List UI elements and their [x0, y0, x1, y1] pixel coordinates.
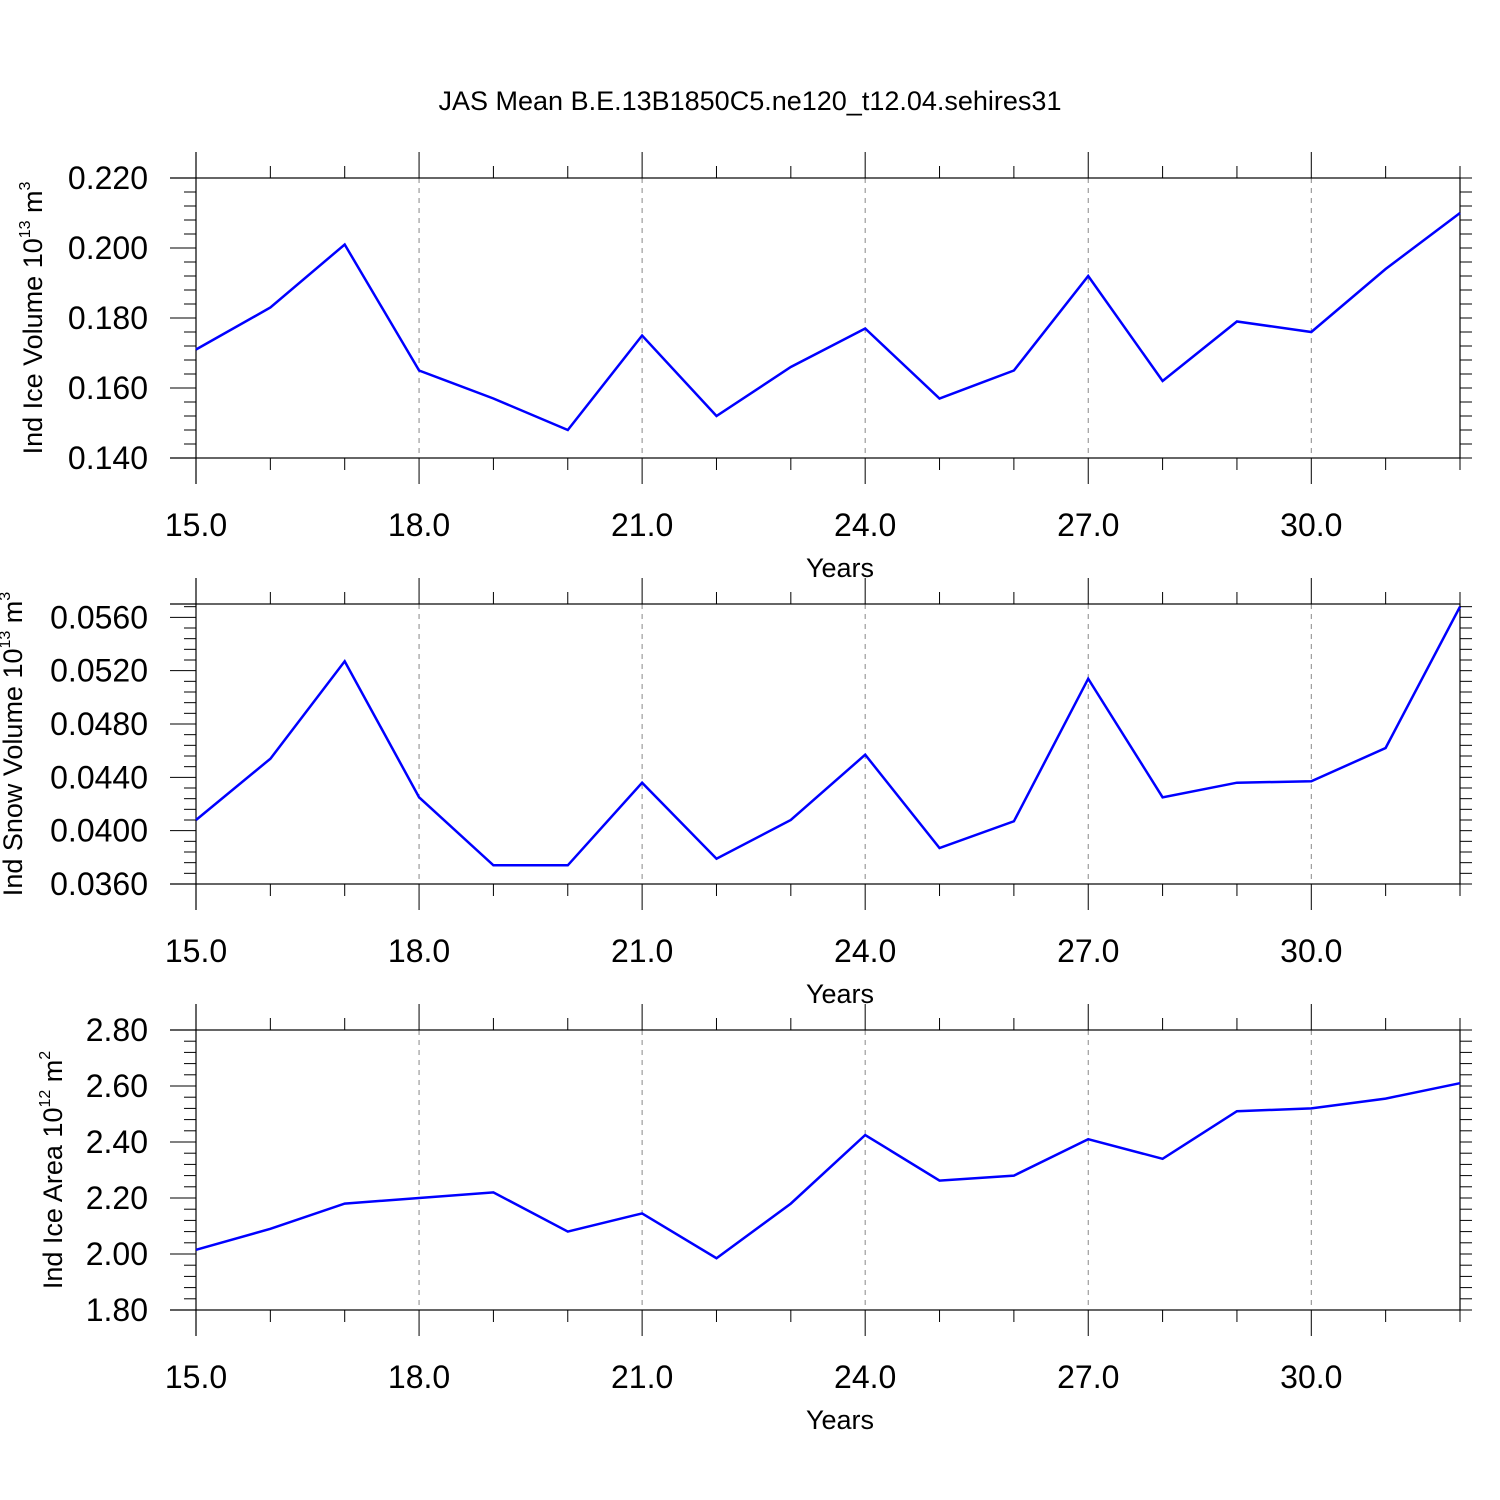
x-tick-label: 24.0 [834, 1359, 896, 1395]
x-tick-label: 15.0 [165, 1359, 227, 1395]
chart-title: JAS Mean B.E.13B1850C5.ne120_t12.04.sehi… [438, 86, 1062, 116]
y-tick-label: 0.0440 [50, 759, 148, 795]
y-tick-label: 0.160 [68, 370, 148, 406]
y-tick-label: 0.180 [68, 300, 148, 336]
plot-panel-1: 15.0 18.0 21.0 24.0 27.0 30.0 0.140 0.160 0.180 0… [17, 152, 1472, 583]
y-axis-title: Ind Ice Area 1012 m2 [37, 1051, 68, 1289]
series-line-1 [195, 212, 1461, 432]
y-tick-label: 2.00 [86, 1236, 148, 1272]
y-tick-label: 2.80 [86, 1012, 148, 1048]
x-tick-label: 18.0 [388, 507, 450, 543]
y-tick-label: 2.20 [86, 1180, 148, 1216]
y-tick-label: 2.40 [86, 1124, 148, 1160]
y-tick-label: 1.80 [86, 1292, 148, 1328]
x-tick-label: 18.0 [388, 1359, 450, 1395]
y-tick-label: 0.220 [68, 160, 148, 196]
x-tick-label: 18.0 [388, 933, 450, 969]
x-tick-label: 30.0 [1280, 933, 1342, 969]
x-tick-label: 15.0 [165, 933, 227, 969]
x-tick-label: 15.0 [165, 507, 227, 543]
y-tick-label: 0.0360 [50, 866, 148, 902]
series-line-1 [195, 1081, 1461, 1260]
y-axis-title: Ind Ice Volume 1013 m3 [17, 181, 48, 454]
x-tick-label: 27.0 [1057, 933, 1119, 969]
x-tick-label: 21.0 [611, 1359, 673, 1395]
x-tick-label: 30.0 [1280, 507, 1342, 543]
plot-frame [195, 603, 1461, 885]
y-tick-label: 0.0520 [50, 653, 148, 689]
y-tick-label: 2.60 [86, 1068, 148, 1104]
y-tick-label: 0.0560 [50, 599, 148, 635]
y-axis-title: Ind Snow Volume 1013 m3 [0, 592, 28, 896]
series-line-1 [195, 606, 1462, 867]
x-axis-title: Years [806, 979, 874, 1009]
plot-panel-2: 15.0 18.0 21.0 24.0 27.0 30.0 0.0360 0.0400 0.04… [0, 578, 1472, 1009]
x-tick-label: 24.0 [834, 933, 896, 969]
y-tick-label: 0.0480 [50, 706, 148, 742]
plot-panel-3: 15.0 18.0 21.0 24.0 27.0 30.0 1.80 2.00 2.20 2.40… [37, 1004, 1472, 1435]
x-tick-label: 21.0 [611, 933, 673, 969]
plot-frame [195, 177, 1461, 459]
y-tick-label: 0.200 [68, 230, 148, 266]
x-tick-label: 21.0 [611, 507, 673, 543]
plot-frame [195, 1029, 1461, 1311]
x-tick-label: 24.0 [834, 507, 896, 543]
x-axis-title: Years [806, 553, 874, 583]
y-tick-label: 0.140 [68, 440, 148, 476]
x-tick-label: 27.0 [1057, 507, 1119, 543]
y-tick-label: 0.0400 [50, 813, 148, 849]
x-axis-title: Years [806, 1405, 874, 1435]
x-tick-label: 30.0 [1280, 1359, 1342, 1395]
x-tick-label: 27.0 [1057, 1359, 1119, 1395]
